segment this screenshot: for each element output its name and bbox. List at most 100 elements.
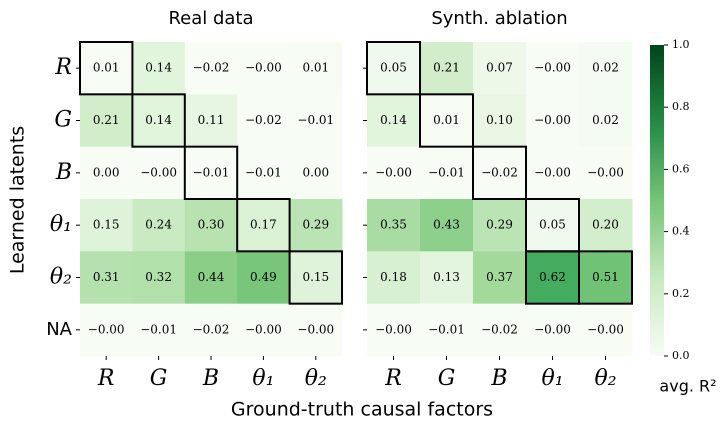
cell bbox=[579, 94, 633, 148]
cell bbox=[184, 94, 238, 148]
value-label: −0.00 bbox=[534, 165, 571, 179]
cell bbox=[237, 199, 291, 252]
cell bbox=[237, 94, 291, 148]
x-tick-label: θ₁ bbox=[541, 366, 563, 391]
value-label: 0.07 bbox=[486, 61, 513, 75]
value-label: 0.00 bbox=[93, 165, 120, 179]
value-label: 0.13 bbox=[433, 270, 460, 284]
colorbar-tick-label: 0.8 bbox=[672, 100, 690, 113]
cell bbox=[132, 251, 186, 305]
value-label: 0.62 bbox=[539, 270, 566, 284]
cell bbox=[473, 94, 527, 148]
x-tick-label: G bbox=[150, 366, 168, 391]
value-label: 0.24 bbox=[145, 218, 172, 232]
cell bbox=[579, 42, 633, 95]
cell bbox=[420, 94, 474, 148]
cell bbox=[80, 303, 133, 357]
colorbar-tick-label: 0.2 bbox=[672, 287, 690, 300]
cell bbox=[184, 251, 238, 305]
value-label: 0.02 bbox=[592, 61, 619, 75]
cell bbox=[367, 303, 421, 357]
value-label: 0.35 bbox=[380, 218, 407, 232]
cell bbox=[184, 303, 238, 357]
cell bbox=[132, 303, 186, 357]
value-label: 0.44 bbox=[198, 270, 225, 284]
value-label: 0.31 bbox=[93, 270, 120, 284]
value-label: −0.00 bbox=[534, 113, 571, 127]
value-label: −0.02 bbox=[481, 322, 518, 336]
x-tick-label: R bbox=[97, 366, 115, 391]
value-label: −0.01 bbox=[428, 322, 465, 336]
cell bbox=[473, 251, 527, 305]
cell bbox=[526, 94, 580, 148]
value-label: −0.00 bbox=[534, 322, 571, 336]
cell bbox=[80, 42, 133, 95]
cell bbox=[237, 146, 291, 200]
value-label: −0.01 bbox=[193, 165, 230, 179]
value-label: −0.02 bbox=[193, 61, 230, 75]
value-label: 0.00 bbox=[302, 165, 329, 179]
value-label: 0.29 bbox=[486, 218, 513, 232]
value-label: 0.51 bbox=[592, 270, 619, 284]
cell bbox=[367, 42, 421, 95]
cell bbox=[289, 199, 343, 252]
cell bbox=[526, 199, 580, 252]
colorbar-tick-label: 0.6 bbox=[672, 162, 690, 175]
cell bbox=[237, 251, 291, 305]
cell bbox=[367, 146, 421, 200]
y-tick-label: B bbox=[55, 160, 72, 185]
value-label: 0.17 bbox=[250, 218, 277, 232]
value-label: −0.01 bbox=[245, 165, 282, 179]
highlight-box bbox=[288, 250, 344, 305]
value-label: −0.00 bbox=[245, 61, 282, 75]
cell bbox=[289, 303, 343, 357]
cell bbox=[132, 146, 186, 200]
value-label: −0.00 bbox=[587, 165, 624, 179]
value-label: −0.00 bbox=[534, 61, 571, 75]
colorbar-tick-label: 1.0 bbox=[672, 38, 690, 51]
cell bbox=[132, 94, 186, 148]
cell bbox=[184, 42, 238, 95]
y-tick-label: NA bbox=[46, 319, 72, 340]
y-axis-label: Learned latents bbox=[7, 126, 29, 274]
cell bbox=[420, 42, 474, 95]
cell bbox=[289, 94, 343, 148]
value-label: 0.14 bbox=[145, 113, 172, 127]
value-label: −0.01 bbox=[428, 165, 465, 179]
value-label: 0.05 bbox=[539, 218, 566, 232]
cell bbox=[526, 146, 580, 200]
x-tick-label: B bbox=[490, 366, 507, 391]
cell bbox=[579, 146, 633, 200]
value-label: 0.18 bbox=[380, 270, 407, 284]
value-label: −0.02 bbox=[481, 165, 518, 179]
value-label: 0.21 bbox=[93, 113, 120, 127]
value-label: 0.20 bbox=[592, 218, 619, 232]
value-label: −0.00 bbox=[375, 322, 412, 336]
colorbar-tick-label: 0.4 bbox=[672, 225, 690, 238]
x-tick-label: θ₂ bbox=[594, 366, 616, 391]
cell bbox=[526, 251, 580, 305]
y-tick-label: R bbox=[54, 55, 72, 80]
cell bbox=[132, 42, 186, 95]
x-tick-label: θ₁ bbox=[252, 366, 274, 391]
value-label: 0.14 bbox=[380, 113, 407, 127]
highlight-box bbox=[419, 93, 474, 148]
value-label: −0.00 bbox=[587, 322, 624, 336]
value-label: −0.00 bbox=[140, 165, 177, 179]
cell bbox=[420, 303, 474, 357]
cell bbox=[526, 42, 580, 95]
cell bbox=[80, 251, 133, 305]
y-tick-label: θ₂ bbox=[50, 265, 72, 290]
value-label: 0.02 bbox=[592, 113, 619, 127]
value-label: 0.29 bbox=[302, 218, 329, 232]
highlight-box bbox=[131, 93, 186, 148]
highlight-box bbox=[236, 198, 291, 253]
cell bbox=[80, 94, 133, 148]
cell bbox=[132, 199, 186, 252]
value-label: −0.00 bbox=[297, 322, 334, 336]
cell bbox=[420, 199, 474, 252]
value-label: 0.15 bbox=[302, 270, 329, 284]
cell bbox=[237, 42, 291, 95]
value-label: 0.01 bbox=[93, 61, 120, 75]
